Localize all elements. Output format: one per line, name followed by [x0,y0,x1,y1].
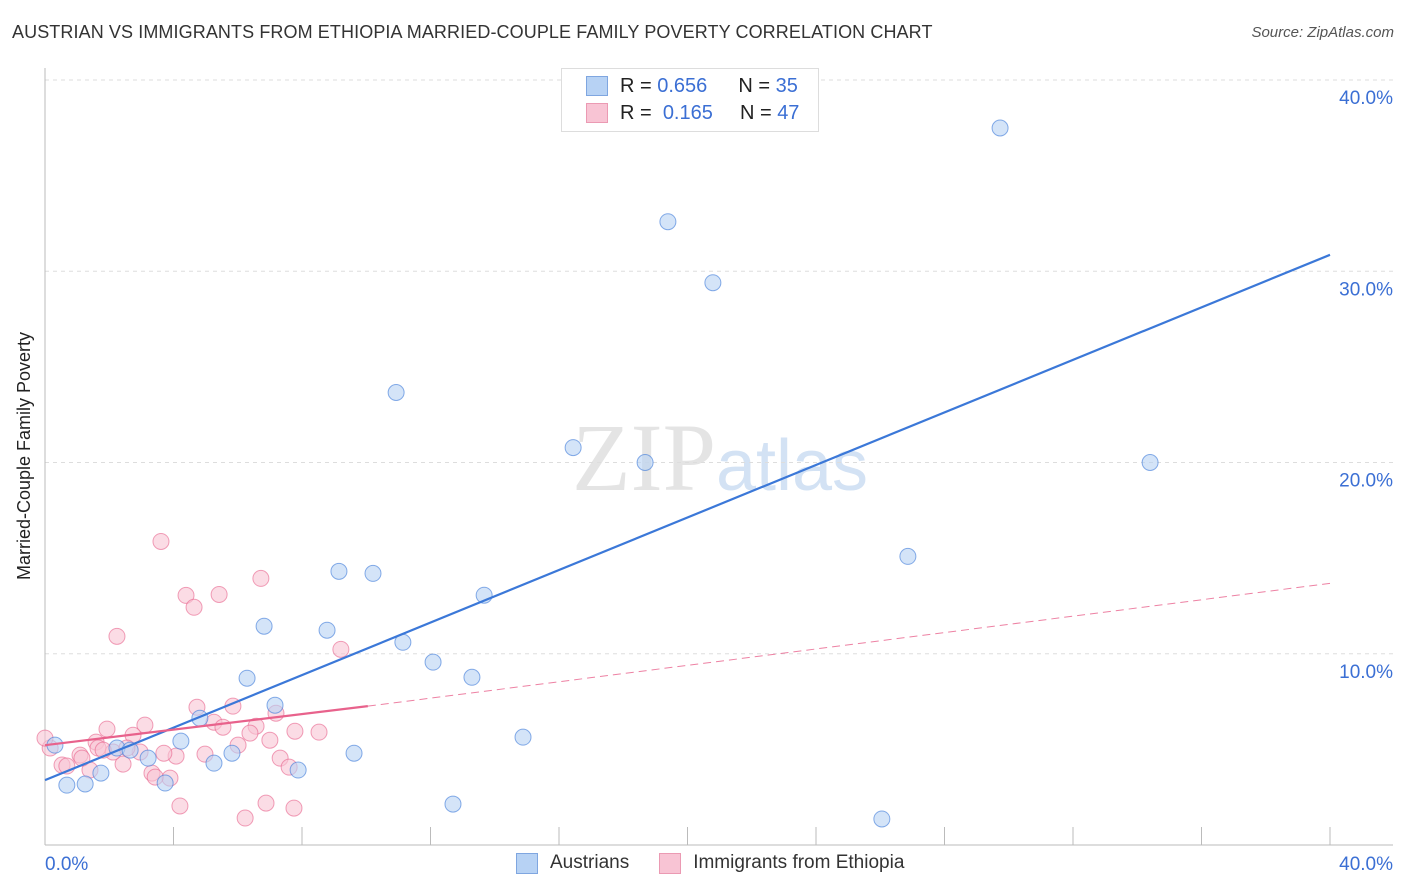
austrian-point [704,274,722,292]
austrian-point [364,564,382,582]
ethiopia-point [210,585,228,603]
pink-swatch [586,103,608,123]
ethiopia-point [241,724,259,742]
austrian-point [991,119,1009,137]
source-label: Source: ZipAtlas.com [1251,24,1394,41]
watermark: ZIPatlas [572,404,868,511]
y-axis-label: Married-Couple Family Poverty [14,332,34,580]
chart-title: AUSTRIAN VS IMMIGRANTS FROM ETHIOPIA MAR… [12,22,933,42]
ethiopia-point [310,723,328,741]
austrian-point [636,454,654,471]
ethiopia-point [332,640,350,658]
series-legend: Austrians Immigrants from Ethiopia [516,852,904,874]
austrian-point [514,728,532,746]
ethiopia-point [261,731,279,749]
r-value: 0.165 [662,101,713,124]
austrian-point [172,732,190,750]
austrian-point [330,562,348,580]
y-tick-label: 10.0% [1339,662,1393,683]
r-label: R = [620,74,652,97]
y-tick-label: 20.0% [1339,471,1393,492]
austrian-point [266,696,284,714]
n-value: 47 [777,101,800,124]
austrian-point [659,213,677,231]
austrian-point [345,744,363,762]
n-label: N = [738,74,771,97]
legend-row-austrians: R = 0.656 N = 35 [586,74,798,98]
austrian-point [424,653,442,671]
austrians-swatch [516,852,538,874]
austrian-point [76,775,94,793]
ethiopia-point [286,722,304,740]
austrian-point [463,668,481,686]
ethiopia-point [108,627,126,645]
ethiopia-point [98,720,116,738]
ethiopia-point [257,794,275,812]
austrian-point [223,744,241,762]
austrian-point [873,810,891,828]
austrian-point [92,764,110,782]
austrian-point [58,776,76,794]
x-tick-label-max: 40.0% [1339,854,1393,875]
austrian-point [238,669,256,687]
ethiopia-point [285,799,303,817]
legend-ethiopia[interactable]: Immigrants from Ethiopia [693,852,905,873]
n-label: N = [739,101,772,124]
austrian-point [156,774,174,792]
ethiopia-point [152,532,170,550]
ethiopia-point [155,744,173,762]
ethiopia-trend-line [44,705,368,747]
ethiopia-trend-extension [367,582,1331,707]
ethiopia-point [114,755,132,773]
austrian-point [289,761,307,779]
n-value: 35 [775,74,798,97]
ethiopia-swatch [659,852,682,874]
ethiopia-point [177,586,195,604]
r-label: R = [620,101,652,124]
austrian-point [255,617,273,635]
ethiopia-point [171,797,189,815]
austrian-point [899,547,917,565]
ethiopia-point [252,569,270,587]
austrian-point [139,749,157,767]
ethiopia-point [236,809,254,827]
austrian-point [564,439,582,457]
legend-row-ethiopia: R = 0.165 N = 47 [586,101,799,125]
y-tick-label: 30.0% [1339,279,1393,300]
legend-austrians[interactable]: Austrians [550,852,630,873]
austrian-point [387,384,405,402]
blue-swatch [586,76,608,96]
austrian-point [444,795,462,813]
austrian-point [1141,454,1159,471]
legend-box: R = 0.656 N = 35 R = 0.165 N = 47 [561,68,819,132]
ethiopia-point [185,598,203,616]
ethiopia-point [214,718,232,736]
r-value: 0.656 [657,74,708,97]
x-tick-label-min: 0.0% [45,854,88,875]
austrian-point [205,754,223,772]
austrian-point [318,621,336,639]
y-tick-label: 40.0% [1339,88,1393,109]
austrians-trend-line [44,253,1331,782]
